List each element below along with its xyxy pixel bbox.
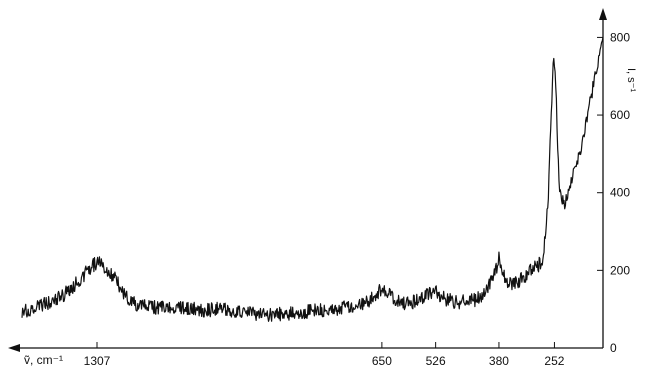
x-tick-label: 1307 (84, 354, 111, 368)
x-axis-arrow (8, 344, 20, 352)
ticks-group: 1307 650 526 380 252 0 200 400 600 800 (84, 30, 631, 368)
y-tick-label: 200 (610, 263, 630, 277)
x-tick-label: 380 (489, 354, 509, 368)
y-tick-label: 400 (610, 186, 630, 200)
x-tick-label: 252 (544, 354, 564, 368)
y-tick-label: 800 (610, 30, 630, 44)
y-tick-label: 0 (610, 341, 617, 355)
labels-group: ṽ, cm⁻¹ I, s⁻¹ (24, 68, 637, 367)
spectrum-line (21, 37, 604, 322)
x-tick-label: 650 (372, 354, 392, 368)
x-axis-label: ṽ, cm⁻¹ (24, 353, 63, 367)
x-tick-label: 526 (426, 354, 446, 368)
y-tick-label: 600 (610, 108, 630, 122)
axes-group (8, 8, 607, 352)
y-axis-label: I, s⁻¹ (625, 68, 637, 92)
series-group (21, 37, 604, 322)
y-axis-arrow (599, 8, 607, 20)
